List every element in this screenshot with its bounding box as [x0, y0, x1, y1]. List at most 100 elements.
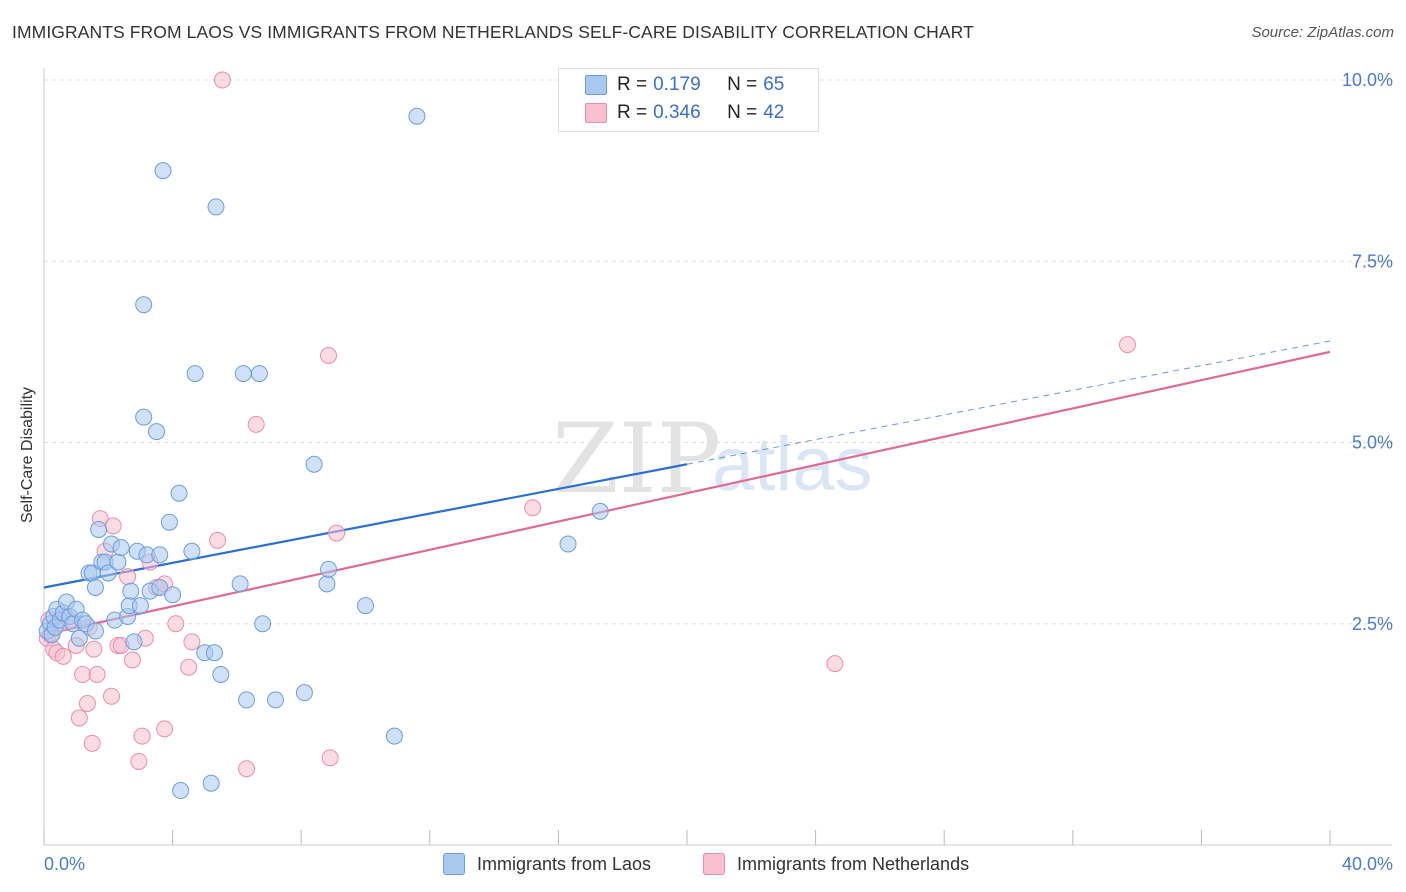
y-axis-label: Self-Care Disability	[19, 386, 36, 524]
point-laos	[250, 365, 268, 383]
point-laos	[151, 546, 169, 564]
x-tick-label: 40.0%	[1342, 854, 1393, 874]
watermark: ZIP atlas	[552, 403, 873, 515]
point-netherlands	[119, 568, 137, 586]
point-laos	[186, 365, 204, 383]
point-netherlands	[238, 760, 256, 778]
legend-n-label: N =	[727, 74, 758, 95]
watermark-atlas: atlas	[712, 422, 873, 507]
legend-n-value: 65	[763, 74, 785, 95]
legend-r-value: 0.346	[653, 102, 701, 123]
point-laos	[135, 408, 153, 426]
legend-row-laos: R = 0.179 N = 65	[585, 73, 785, 97]
point-netherlands	[156, 720, 174, 738]
bottom-legend-laos: Immigrants from Laos	[443, 852, 651, 876]
bottom-legend-netherlands: Immigrants from Netherlands	[703, 852, 969, 876]
point-laos	[135, 296, 153, 314]
point-netherlands	[321, 749, 339, 767]
point-netherlands	[133, 727, 151, 745]
axes	[43, 68, 1392, 846]
point-netherlands	[167, 615, 185, 633]
point-laos	[254, 615, 272, 633]
point-netherlands	[83, 734, 101, 752]
chart-title: IMMIGRANTS FROM LAOS VS IMMIGRANTS FROM …	[12, 22, 974, 42]
y-tick-label: 5.0%	[1352, 433, 1393, 453]
trend-line-netherlands	[43, 350, 1331, 636]
legend-swatch-laos	[585, 75, 607, 95]
point-netherlands	[85, 640, 103, 658]
point-netherlands	[130, 753, 148, 770]
legend-row-netherlands: R = 0.346 N = 42	[585, 101, 785, 125]
point-laos	[266, 691, 284, 709]
watermark-zip: ZIP	[552, 403, 721, 515]
x-tick-label: 0.0%	[44, 854, 85, 874]
legend-swatch-netherlands	[585, 103, 607, 123]
legend-n-label: N =	[727, 102, 758, 123]
point-laos	[122, 582, 140, 600]
source-credit: Source: ZipAtlas.com	[1251, 24, 1394, 41]
point-laos	[408, 107, 426, 125]
legend-r-label: R =	[617, 74, 648, 95]
point-laos	[205, 644, 223, 662]
legend-r-label: R =	[617, 102, 648, 123]
point-laos	[202, 774, 220, 792]
point-laos	[183, 542, 201, 560]
legend-r-value: 0.179	[653, 74, 701, 95]
point-laos	[238, 691, 256, 709]
point-laos	[320, 560, 338, 578]
point-laos	[212, 666, 230, 683]
data-points	[38, 71, 1136, 799]
point-laos	[148, 423, 166, 441]
point-laos	[86, 622, 104, 640]
point-laos	[305, 455, 323, 473]
trend-line-laos	[43, 463, 688, 589]
point-netherlands	[180, 658, 198, 676]
bottom-legend-label-netherlands: Immigrants from Netherlands	[737, 853, 970, 874]
y-axis-label-wrap: Self-Care Disability	[16, 387, 40, 523]
point-laos	[357, 597, 374, 615]
stats-legend: R = 0.179 N = 65 R = 0.346 N = 42	[558, 68, 819, 132]
point-netherlands	[826, 655, 844, 673]
point-laos	[231, 575, 249, 593]
point-laos	[112, 539, 130, 557]
point-laos	[131, 597, 149, 615]
point-laos	[164, 586, 182, 604]
point-netherlands	[1118, 336, 1136, 354]
point-netherlands	[247, 415, 265, 433]
point-netherlands	[88, 666, 106, 683]
point-laos	[385, 727, 403, 745]
point-laos	[170, 484, 188, 502]
bottom-legend-label-laos: Immigrants from Laos	[477, 853, 652, 874]
y-tick-label: 7.5%	[1352, 251, 1393, 271]
legend-n-value: 42	[763, 102, 785, 123]
point-netherlands	[78, 695, 96, 712]
point-netherlands	[103, 687, 121, 705]
point-netherlands	[54, 647, 72, 665]
point-laos	[559, 535, 577, 553]
point-netherlands	[328, 524, 346, 542]
point-laos	[90, 521, 108, 538]
point-netherlands	[123, 651, 141, 669]
point-laos	[160, 513, 178, 531]
point-netherlands	[320, 347, 338, 364]
point-laos	[151, 579, 169, 596]
point-laos	[172, 782, 190, 799]
point-netherlands	[104, 517, 122, 535]
point-laos	[318, 575, 336, 593]
point-netherlands	[524, 499, 542, 517]
bottom-legend-swatch-laos	[443, 853, 465, 875]
bottom-legend-swatch-netherlands	[703, 853, 725, 875]
grid-lines	[44, 79, 1392, 625]
point-laos	[591, 502, 609, 520]
point-laos	[234, 365, 252, 383]
point-laos	[109, 553, 127, 571]
point-laos	[99, 564, 117, 582]
point-netherlands	[183, 633, 201, 651]
y-tick-label: 10.0%	[1342, 70, 1393, 90]
point-netherlands	[74, 666, 92, 683]
point-laos	[125, 633, 143, 651]
point-laos	[154, 162, 172, 180]
point-netherlands	[213, 71, 231, 89]
point-laos	[207, 198, 225, 216]
